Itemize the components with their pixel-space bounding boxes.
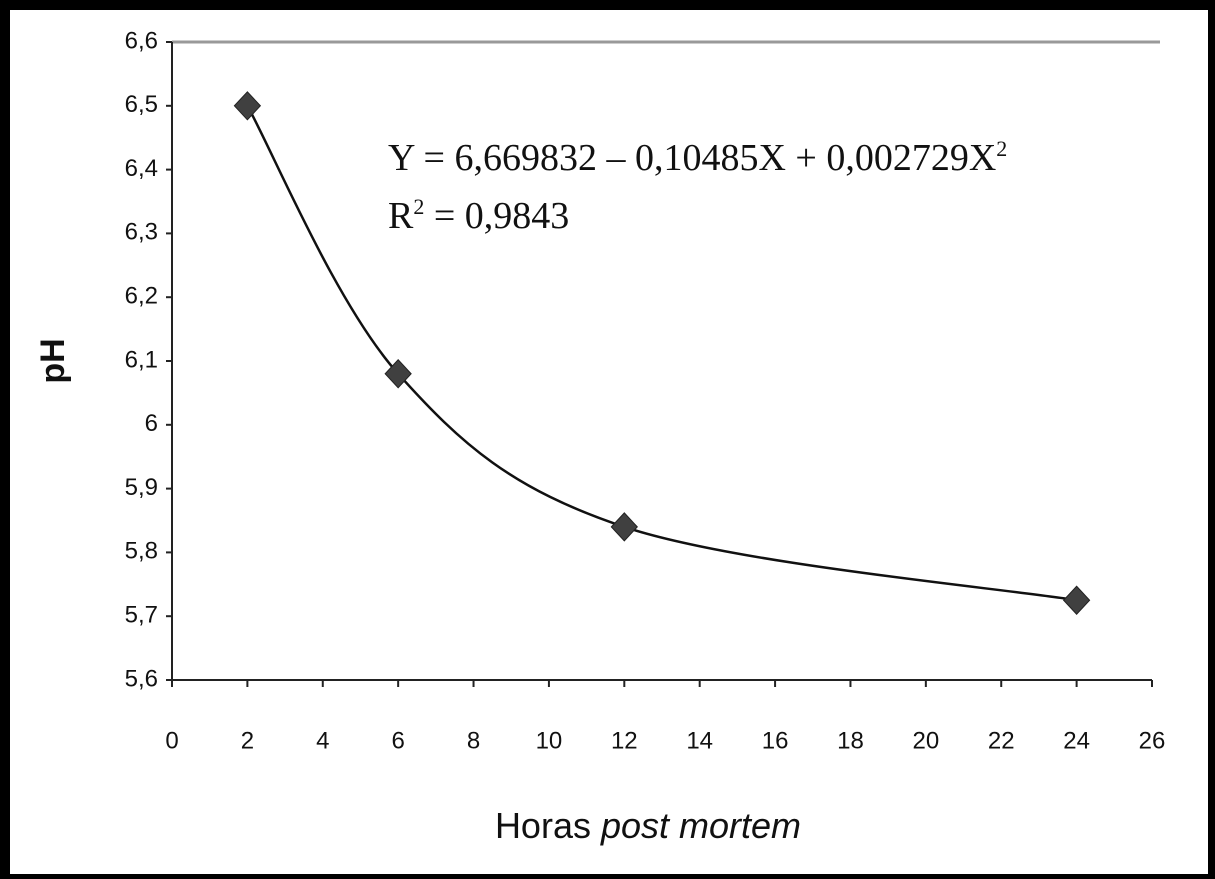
x-axis-title-italic: post mortem — [600, 805, 801, 846]
x-tick-label: 24 — [1063, 727, 1090, 754]
x-tick-label: 8 — [467, 727, 480, 754]
x-tick-label: 0 — [165, 727, 178, 754]
x-axis-title: Horas post mortem — [495, 805, 801, 846]
equation-superscript: 2 — [996, 136, 1007, 161]
y-tick-label: 5,7 — [125, 602, 158, 629]
r-squared-r: R — [388, 195, 414, 237]
x-tick-label: 20 — [912, 727, 939, 754]
equation-text: Y = 6,669832 – 0,10485X + 0,002729X — [388, 137, 996, 179]
x-tick-label: 4 — [316, 727, 329, 754]
y-tick-label: 6 — [145, 410, 158, 437]
y-tick-label: 5,8 — [125, 538, 158, 565]
x-tick-label: 26 — [1139, 727, 1166, 754]
y-tick-label: 6,1 — [125, 346, 158, 373]
r-squared-value: = 0,9843 — [424, 195, 569, 237]
x-tick-label: 6 — [391, 727, 404, 754]
r-squared-superscript: 2 — [413, 194, 424, 219]
y-tick-label: 6,4 — [125, 155, 158, 182]
x-tick-label: 14 — [686, 727, 713, 754]
y-tick-label: 6,6 — [125, 27, 158, 54]
equation: Y = 6,669832 – 0,10485X + 0,002729X2 — [388, 136, 1007, 179]
x-axis-title-main: Horas — [495, 805, 591, 846]
y-tick-label: 6,2 — [125, 283, 158, 310]
x-tick-label: 12 — [611, 727, 638, 754]
page: {"chart_data": { "type": "scatter", "x_l… — [0, 0, 1215, 879]
x-tick-label: 16 — [762, 727, 789, 754]
x-tick-label: 22 — [988, 727, 1015, 754]
y-tick-label: 5,6 — [125, 665, 158, 692]
y-axis-title: pH — [34, 338, 72, 383]
x-tick-label: 2 — [241, 727, 254, 754]
chart: pH Horas post mortem Y = 6,669832 – 0,10… — [0, 0, 1215, 879]
y-tick-label: 6,3 — [125, 219, 158, 246]
x-tick-label: 18 — [837, 727, 864, 754]
x-tick-label: 10 — [536, 727, 563, 754]
y-tick-label: 6,5 — [125, 91, 158, 118]
y-tick-label: 5,9 — [125, 474, 158, 501]
